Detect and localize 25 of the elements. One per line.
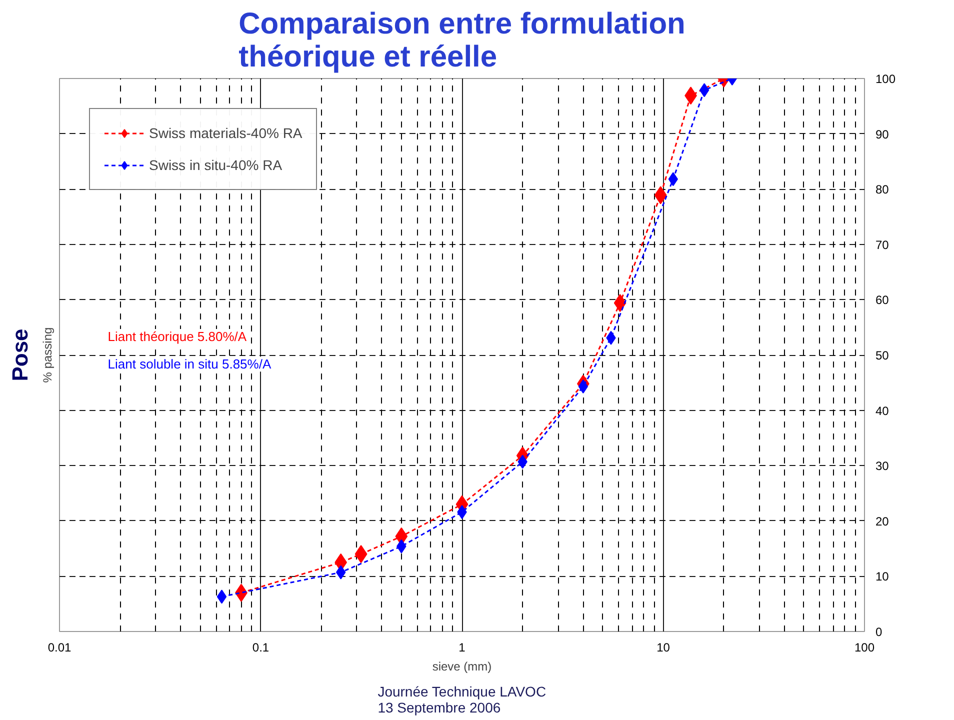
y-tick-label: 80 [876, 182, 890, 197]
x-tick-label: 10 [656, 640, 670, 654]
legend-label: Swiss materials-40% RA [149, 125, 302, 141]
y-tick-label: 50 [876, 348, 890, 362]
y-tick-label: 100 [876, 72, 896, 86]
text: Pose [8, 328, 32, 382]
x-tick-label: 1 [458, 640, 466, 654]
y-tick-label: 0 [876, 625, 882, 639]
y-tick-label: 40 [876, 404, 890, 418]
y-tick-label: 30 [876, 459, 890, 474]
chart-title: Comparaison entre formulation théorique et réelle [238, 8, 686, 74]
legend-label: Swiss in situ-40% RA [149, 157, 282, 173]
annotation: Liant soluble in situ 5.85%/A [108, 356, 272, 372]
y-tick-label: 70 [876, 238, 890, 252]
x-tick-label: 0.01 [48, 640, 72, 654]
y-tick-label: 90 [876, 127, 890, 142]
text: Journée Technique LAVOC 13 Septembre 2006 [378, 684, 546, 716]
y-tick-label: 20 [876, 514, 890, 528]
y-tick-label: 60 [876, 293, 890, 308]
annotation: Liant théorique 5.80%/A [108, 328, 247, 344]
x-axis-title: sieve (mm) [432, 660, 492, 674]
x-tick-label: 0.1 [252, 640, 270, 654]
y-axis-title: % passing [40, 327, 54, 383]
x-tick-label: 100 [854, 640, 875, 654]
y-tick-label: 10 [876, 570, 890, 584]
